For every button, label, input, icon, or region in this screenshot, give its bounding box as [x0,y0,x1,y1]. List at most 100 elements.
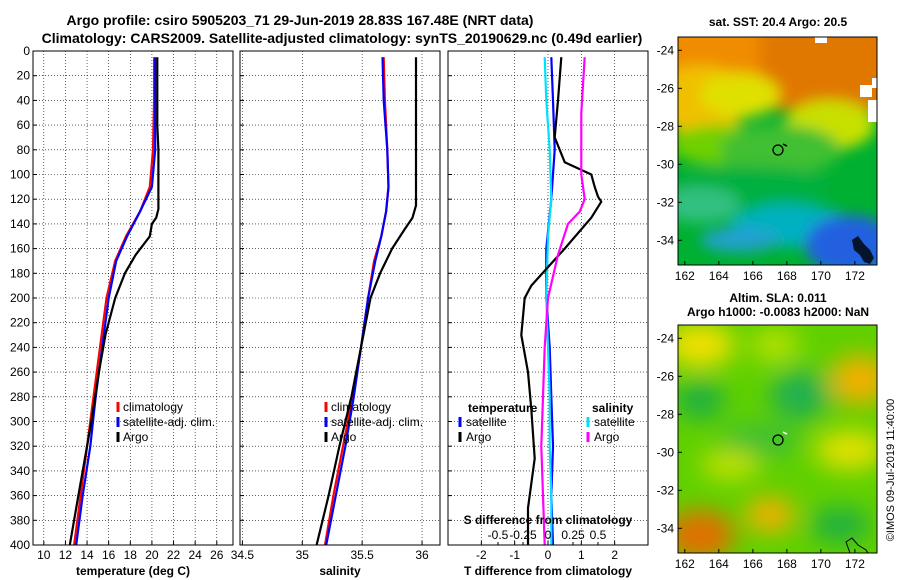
temperature-xtick-label-0: 10 [37,548,51,562]
salinity-legend-item-2: Argo [324,430,357,444]
difference-xtick-label-0: -2 [476,548,487,562]
depth-tick-label-0: 0 [23,44,30,58]
difference-legend-temperature-label-1: Argo [466,430,492,444]
difference-xtick-label-2: 0 [545,548,552,562]
sst_map-xtick-label-5: 172 [845,269,865,283]
sla-map-subtitle: Argo h1000: -0.0083 h2000: NaN [687,305,869,319]
depth-tick-label-8: 160 [10,242,30,256]
depth-tick-label-14: 280 [10,390,30,404]
temperature-xlabel: temperature (deg C) [76,564,190,578]
difference-legend-salinity-title: salinity [592,401,634,415]
salinity-legend-item-1: satellite-adj. clim. [324,415,423,429]
difference-profile-panel: -2 -1 0 1 2 T difference from climatology -0.5… [447,50,649,578]
temperature-xtick-label-4: 18 [124,548,138,562]
temperature-series-argo [68,57,160,546]
sla_map-xtick-label-5: 172 [845,557,865,571]
sst_map-ytick-label-3: -30 [657,157,675,171]
salinity-series-satellite-adj-clim- [325,57,390,546]
sla_map-ytick-label-4: -32 [657,483,675,497]
depth-tick-label-7: 140 [10,217,30,231]
difference-xtick-label-1: -1 [509,548,520,562]
sla_map-xtick-label-4: 170 [811,557,831,571]
temperature-legend-item-2: Argo [116,430,149,444]
temperature-frame [32,50,234,546]
sla-map-argo-marker [772,434,784,446]
sst-map-field [678,37,877,265]
temperature-xtick-label-3: 16 [102,548,116,562]
sla_map-ytick-label-3: -30 [657,445,675,459]
salinity-frame [239,50,441,546]
salinity-profile-panel: 34.5 35 35.5 36 salinity climatologysatellite… [231,50,441,578]
depth-tick-label-9: 180 [10,266,30,280]
sla_map-ytick-label-2: -28 [657,407,675,421]
sla-map: Altim. SLA: 0.011 Argo h1000: -0.0083 h2… [657,291,878,571]
difference-legend-temperature-label-0: satellite [466,415,507,429]
depth-tick-label-20: 400 [10,538,30,552]
depth-tick-label-11: 220 [10,316,30,330]
sla_map-xtick-label-2: 166 [743,557,763,571]
sst_map-marker-tail [782,143,788,147]
sla_map-xtick-label-1: 164 [709,557,729,571]
depth-tick-label-13: 260 [10,365,30,379]
sla_map-ytick-label-1: -26 [657,369,675,383]
sla_map-ytick-label-5: -34 [657,521,675,535]
salinity-xtick-label-0: 34.5 [231,548,255,562]
temperature-xtick-label-7: 24 [188,548,202,562]
salinity-xtick-label-1: 35 [296,548,310,562]
title-line-1: Argo profile: csiro 5905203_71 29-Jun-20… [67,12,534,28]
sst_map-xtick-label-2: 166 [743,269,763,283]
salinity-xtick-label-3: 36 [415,548,429,562]
temperature-xtick-label-8: 26 [210,548,224,562]
temperature-legend-label-2: Argo [123,430,149,444]
sst_map-ytick-label-1: -26 [657,81,675,95]
depth-tick-label-10: 200 [10,291,30,305]
sst_map-ytick-label-2: -28 [657,119,675,133]
title-line-2: Climatology: CARS2009. Satellite-adjuste… [42,30,643,46]
difference-xtick2-label-1: -0.25 [509,528,537,542]
depth-tick-label-5: 100 [10,168,30,182]
sla_map-ytick-label-0: -24 [657,331,675,345]
temperature-profile-panel: 10 12 14 16 18 20 22 24 260204060801001201401601… [10,44,234,578]
depth-tick-label-3: 60 [17,118,31,132]
sla_map-xtick-label-0: 162 [675,557,695,571]
difference-xtick-label-3: 1 [578,548,585,562]
salinity-xtick-label-2: 35.5 [350,548,374,562]
temperature-xtick-label-6: 22 [167,548,181,562]
depth-tick-label-2: 40 [17,93,31,107]
difference-legend-salinity-label-0: satellite [594,415,635,429]
sla-map-title: Altim. SLA: 0.011 [729,291,827,305]
salinity-legend-label-0: climatology [331,400,391,414]
salinity-xlabel: salinity [319,564,361,578]
sst-map-title: sat. SST: 20.4 Argo: 20.5 [709,15,848,29]
difference-xtick2-label-3: 0.25 [561,528,585,542]
salinity-legend-label-1: satellite-adj. clim. [331,415,423,429]
imos-stamp: ©IMOS 09-Jul-2019 11:40:00 [885,399,897,541]
temperature-legend-label-0: climatology [123,400,183,414]
temperature-legend-item-0: climatology [116,400,183,414]
difference-xtick2-label-4: 0.5 [590,528,607,542]
difference-series-s-satellite [543,57,553,545]
temperature-xtick-label-5: 20 [145,548,159,562]
difference-series-t-argo [520,57,603,545]
difference-xtick2-label-0: -0.5 [488,528,509,542]
depth-tick-label-15: 300 [10,415,30,429]
temperature-legend-label-1: satellite-adj. clim. [123,415,215,429]
sla-map-axes: 162 164 166 168 170 172 -24 -26 -28 -30 -32 -34 [657,331,866,571]
depth-tick-label-16: 320 [10,439,30,453]
depth-tick-label-19: 380 [10,513,30,527]
depth-tick-label-4: 80 [17,143,31,157]
difference-legend-salinity-label-1: Argo [594,430,620,444]
depth-tick-label-1: 20 [17,69,31,83]
depth-tick-label-17: 340 [10,464,30,478]
difference-series-s-argo [540,57,586,546]
sst_map-ytick-label-5: -34 [657,233,675,247]
sst_map-xtick-label-3: 168 [777,269,797,283]
difference-xlabel2: S difference from climatology [464,513,633,527]
sst_map-xtick-label-4: 170 [811,269,831,283]
sst-map-axes: 162 164 166 168 170 172 -24 -26 -28 -30 -32 -34 [657,43,866,283]
sla-map-field [678,325,877,553]
temperature-xtick-label-1: 12 [59,548,73,562]
temperature-legend-item-1: satellite-adj. clim. [116,415,215,429]
difference-xlabel: T difference from climatology [464,564,632,578]
salinity-series-argo [315,57,418,546]
